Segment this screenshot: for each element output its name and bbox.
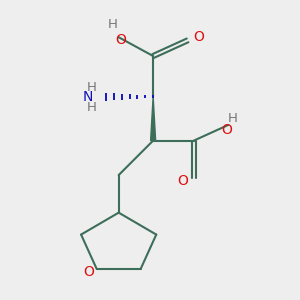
Polygon shape bbox=[151, 97, 156, 141]
Text: O: O bbox=[221, 123, 232, 136]
Text: O: O bbox=[115, 33, 126, 47]
Text: O: O bbox=[83, 265, 94, 279]
Text: H: H bbox=[107, 18, 117, 31]
Text: H: H bbox=[228, 112, 238, 125]
Text: H: H bbox=[87, 81, 97, 94]
Text: O: O bbox=[193, 30, 204, 44]
Text: O: O bbox=[178, 174, 188, 188]
Text: H: H bbox=[87, 101, 97, 114]
Text: N: N bbox=[82, 90, 92, 104]
